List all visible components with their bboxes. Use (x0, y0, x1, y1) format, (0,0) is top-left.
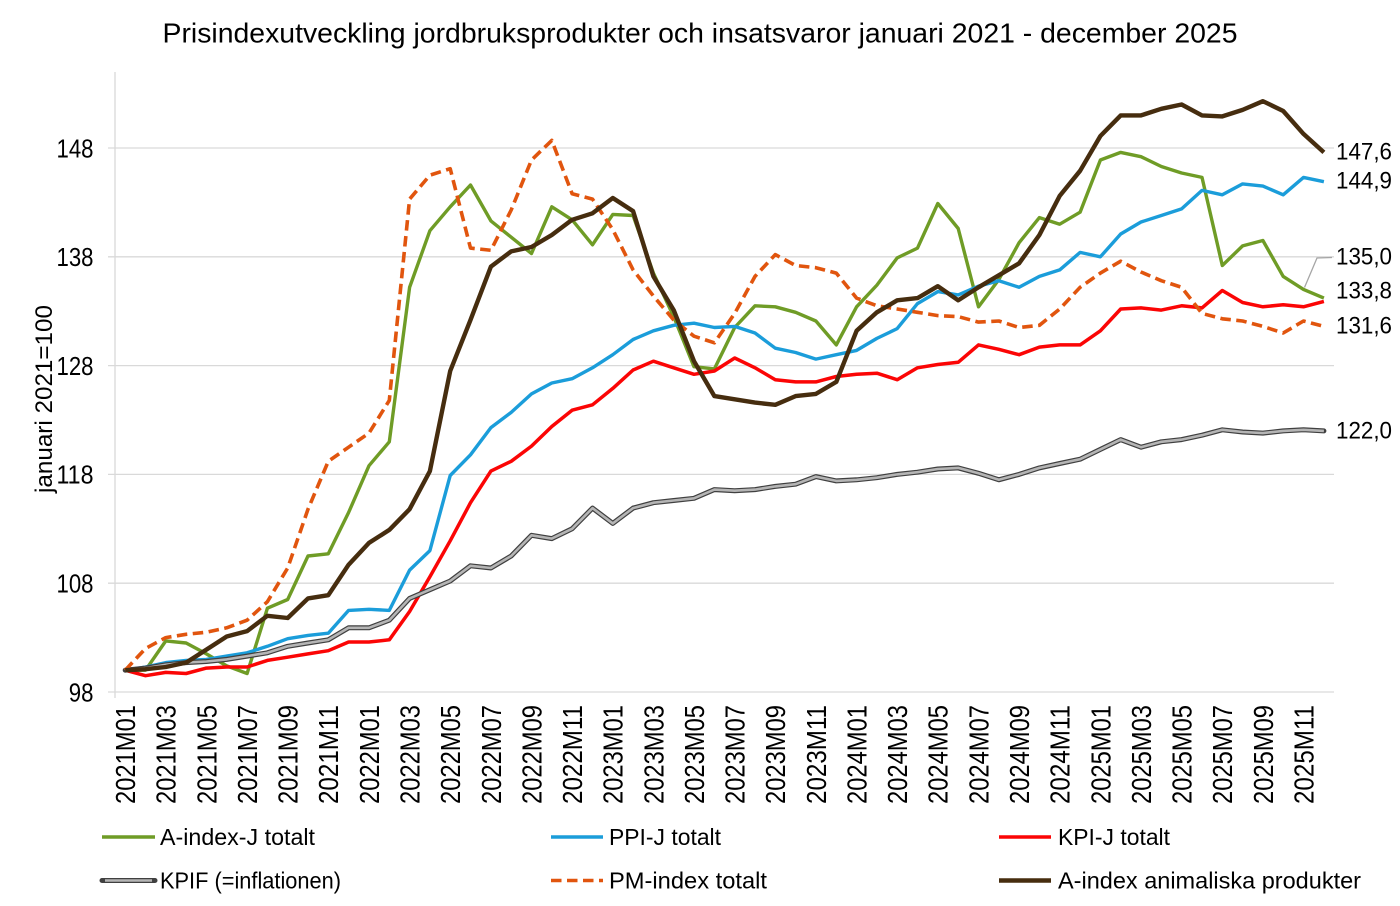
svg-text:2021M11: 2021M11 (313, 705, 344, 804)
svg-text:98: 98 (69, 677, 94, 707)
svg-text:2024M03: 2024M03 (882, 705, 913, 804)
svg-text:2022M03: 2022M03 (395, 705, 426, 804)
svg-text:KPI-J totalt: KPI-J totalt (1058, 824, 1171, 850)
svg-text:108: 108 (57, 569, 94, 599)
svg-text:2023M01: 2023M01 (598, 705, 629, 804)
svg-text:135,0: 135,0 (1336, 243, 1392, 270)
svg-text:148: 148 (57, 133, 94, 163)
svg-text:2021M09: 2021M09 (273, 705, 304, 804)
svg-text:A-index animaliska produkter: A-index animaliska produkter (1058, 868, 1361, 894)
svg-text:KPIF (=inflationen): KPIF (=inflationen) (160, 868, 341, 894)
svg-text:2022M05: 2022M05 (435, 705, 466, 804)
svg-text:2025M07: 2025M07 (1207, 705, 1238, 804)
svg-text:2025M01: 2025M01 (1085, 705, 1116, 804)
svg-text:2021M05: 2021M05 (191, 705, 222, 804)
svg-text:144,9: 144,9 (1336, 167, 1392, 194)
svg-text:128: 128 (57, 351, 94, 381)
svg-text:Prisindexutveckling jordbruksp: Prisindexutveckling jordbruksprodukter o… (163, 18, 1238, 49)
svg-text:2024M01: 2024M01 (842, 705, 873, 804)
svg-text:2023M05: 2023M05 (679, 705, 710, 804)
svg-text:2025M09: 2025M09 (1248, 705, 1279, 804)
svg-text:2022M07: 2022M07 (476, 705, 507, 804)
svg-text:2021M03: 2021M03 (151, 705, 182, 804)
svg-text:2023M03: 2023M03 (638, 705, 669, 804)
svg-text:133,8: 133,8 (1336, 277, 1392, 304)
svg-text:2023M07: 2023M07 (720, 705, 751, 804)
svg-text:118: 118 (57, 460, 94, 490)
svg-text:PM-index totalt: PM-index totalt (609, 868, 768, 894)
svg-text:147,6: 147,6 (1336, 138, 1392, 165)
svg-text:2021M01: 2021M01 (110, 705, 141, 804)
svg-text:A-index-J totalt: A-index-J totalt (160, 824, 316, 850)
svg-text:2023M09: 2023M09 (760, 705, 791, 804)
svg-text:131,6: 131,6 (1336, 312, 1392, 339)
svg-text:122,0: 122,0 (1336, 417, 1392, 444)
svg-text:2024M11: 2024M11 (1045, 705, 1076, 804)
svg-text:2024M05: 2024M05 (923, 705, 954, 804)
svg-text:2022M01: 2022M01 (354, 705, 385, 804)
svg-text:2025M03: 2025M03 (1126, 705, 1157, 804)
svg-text:138: 138 (57, 242, 94, 272)
svg-text:2023M11: 2023M11 (801, 705, 832, 804)
svg-text:2024M07: 2024M07 (963, 705, 994, 804)
svg-text:2022M11: 2022M11 (557, 705, 588, 804)
svg-text:2025M05: 2025M05 (1167, 705, 1198, 804)
svg-text:2022M09: 2022M09 (516, 705, 547, 804)
svg-text:2024M09: 2024M09 (1004, 705, 1035, 804)
svg-text:2025M11: 2025M11 (1288, 705, 1319, 804)
svg-text:PPI-J totalt: PPI-J totalt (609, 824, 722, 850)
svg-text:januari 2021=100: januari 2021=100 (31, 305, 58, 494)
svg-text:2021M07: 2021M07 (232, 705, 263, 804)
